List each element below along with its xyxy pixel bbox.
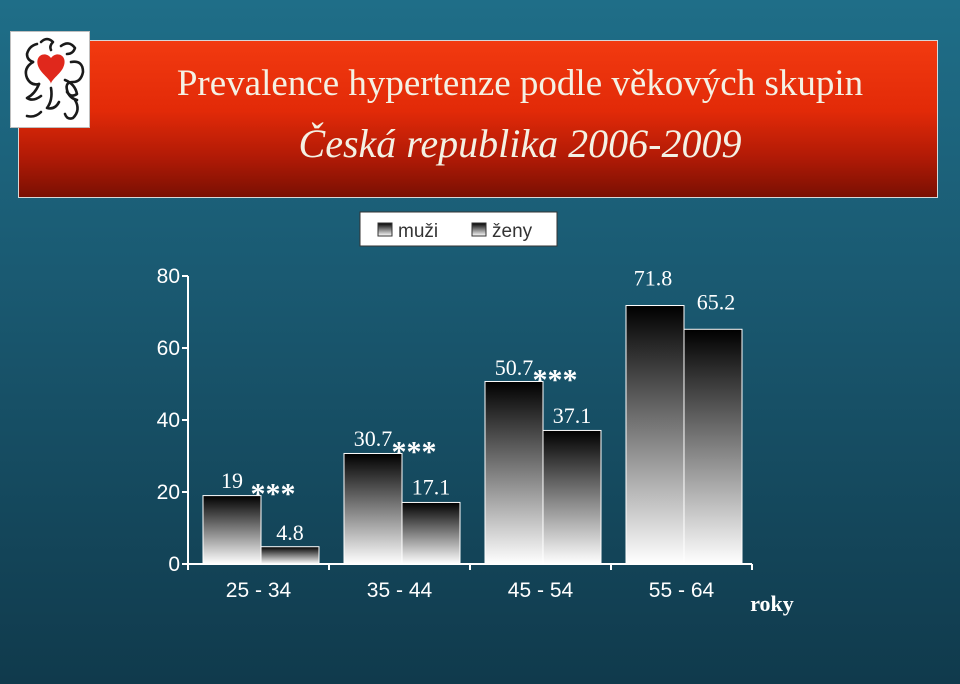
page-subtitle: Česká republika 2006-2009 xyxy=(298,121,742,166)
bar-muzi xyxy=(484,380,544,565)
title-banner xyxy=(18,40,938,198)
chart-bars xyxy=(202,305,743,565)
bar-zeny xyxy=(542,429,602,565)
bar-zeny xyxy=(260,546,320,565)
chart-axes: 0 20 40 60 80 25 - 34 35 - 44 45 - 54 55 - 64 rok… xyxy=(157,265,794,616)
heraldic-lion-with-heart-icon xyxy=(24,37,85,120)
bar-zeny xyxy=(683,328,743,565)
x-unit-label: roky xyxy=(750,591,794,616)
bar-zeny xyxy=(401,501,461,565)
x-tick-label: 55 - 64 xyxy=(649,579,715,602)
legend: muži ženy xyxy=(359,211,558,247)
significance-marker: *** xyxy=(533,363,578,396)
bar-muzi xyxy=(625,305,685,565)
data-label: 19 xyxy=(221,468,243,493)
y-tick-label: 20 xyxy=(157,481,180,504)
y-tick-label: 0 xyxy=(168,553,180,576)
data-label: 30.7 xyxy=(354,426,393,451)
x-tick-label: 35 - 44 xyxy=(367,579,433,602)
data-label: 50.7 xyxy=(495,355,534,380)
significance-marker: *** xyxy=(251,478,296,511)
data-label: 4.8 xyxy=(276,520,304,545)
legend-label: ženy xyxy=(492,221,533,242)
logo xyxy=(10,31,90,128)
bar-muzi xyxy=(202,495,262,565)
data-label: 37.1 xyxy=(553,403,592,428)
legend-swatch xyxy=(377,222,393,237)
data-label: 71.8 xyxy=(634,266,673,291)
y-tick-label: 60 xyxy=(157,337,180,360)
legend-label: muži xyxy=(398,221,438,242)
x-tick-label: 45 - 54 xyxy=(508,579,574,602)
bar-muzi xyxy=(343,452,403,565)
legend-swatch xyxy=(471,222,487,237)
page-title: Prevalence hypertenze podle věkových sku… xyxy=(176,63,864,104)
x-tick-label: 25 - 34 xyxy=(226,579,292,602)
legend-box xyxy=(359,211,558,247)
data-label: 17.1 xyxy=(412,474,451,499)
significance-marker: *** xyxy=(392,435,437,468)
data-label: 65.2 xyxy=(697,289,736,314)
y-tick-label: 80 xyxy=(157,265,180,288)
y-tick-label: 40 xyxy=(157,409,180,432)
chart-labels: 194.8***30.717.1***50.737.1***71.865.2 xyxy=(221,266,735,545)
